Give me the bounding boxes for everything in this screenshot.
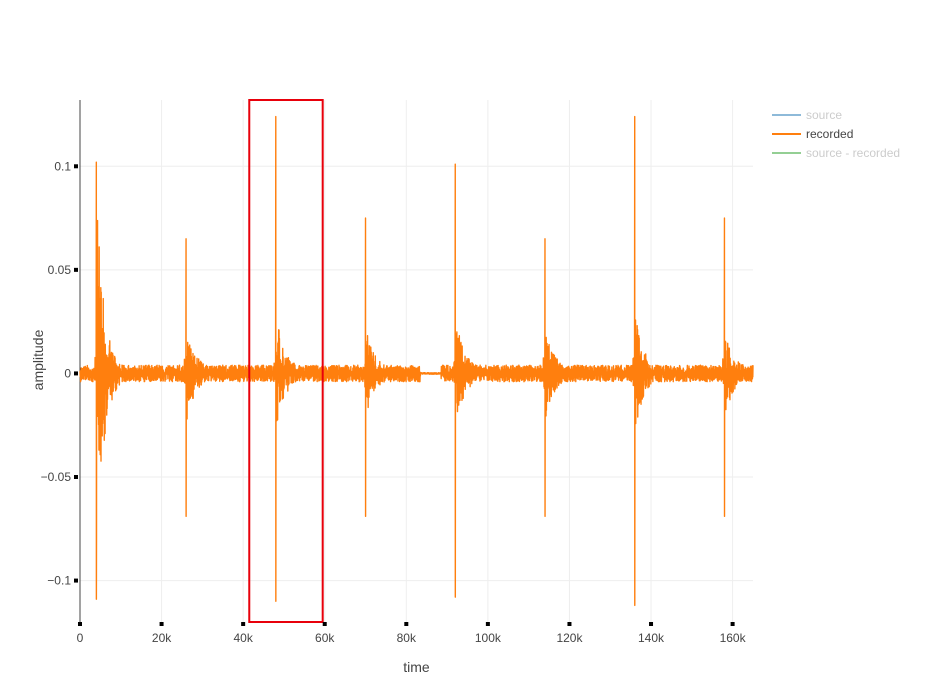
plot-area[interactable]: [79, 115, 754, 607]
y-tick-label: −0.05: [41, 470, 72, 484]
x-tick-mark: [649, 622, 654, 626]
series-recorded-line[interactable]: [79, 115, 754, 607]
y-tick-label: 0: [64, 366, 71, 380]
x-tick-label: 120k: [556, 631, 583, 645]
y-tick-label: −0.1: [47, 574, 71, 588]
grid-lines: [80, 100, 753, 622]
x-tick-label: 20k: [152, 631, 172, 645]
y-tick-label: 0.05: [48, 263, 72, 277]
legend-label: source: [806, 108, 842, 122]
legend-label: recorded: [806, 127, 853, 141]
x-tick-mark: [159, 622, 164, 626]
annotations: [248, 99, 324, 623]
y-tick-mark: [74, 475, 78, 479]
x-axis-title: time: [403, 659, 430, 675]
legend-item-source-recorded[interactable]: source - recorded: [772, 146, 900, 160]
legend-item-recorded[interactable]: recorded: [772, 127, 853, 141]
y-tick-mark: [74, 267, 78, 272]
x-tick-mark: [730, 622, 735, 626]
x-tick-mark: [241, 622, 246, 626]
legend-label: source - recorded: [806, 146, 900, 160]
x-tick-mark: [322, 622, 327, 626]
y-axis-title: amplitude: [30, 329, 46, 390]
y-tick-mark: [74, 164, 78, 169]
y-tick-label: 0.1: [54, 159, 71, 173]
legend-item-source[interactable]: source: [772, 108, 842, 122]
legend: source recorded source - recorded: [772, 108, 900, 160]
x-tick-mark: [485, 622, 490, 626]
x-tick-mark: [78, 622, 82, 626]
highlight-rectangle: [248, 99, 324, 623]
x-tick-label: 80k: [397, 631, 417, 645]
x-tick-label: 140k: [638, 631, 665, 645]
x-tick-label: 0: [77, 631, 84, 645]
x-tick-label: 60k: [315, 631, 335, 645]
y-tick-mark: [74, 371, 78, 376]
x-tick-label: 40k: [233, 631, 253, 645]
x-tick-label: 160k: [720, 631, 747, 645]
y-tick-mark: [74, 578, 78, 583]
x-tick-mark: [567, 622, 572, 626]
x-tick-label: 100k: [475, 631, 502, 645]
x-tick-mark: [404, 622, 409, 626]
axes: 0 20k 40k 60k 80k 100k 120k 140k 160k 0.1 0.05 0 −0.…: [41, 159, 747, 645]
